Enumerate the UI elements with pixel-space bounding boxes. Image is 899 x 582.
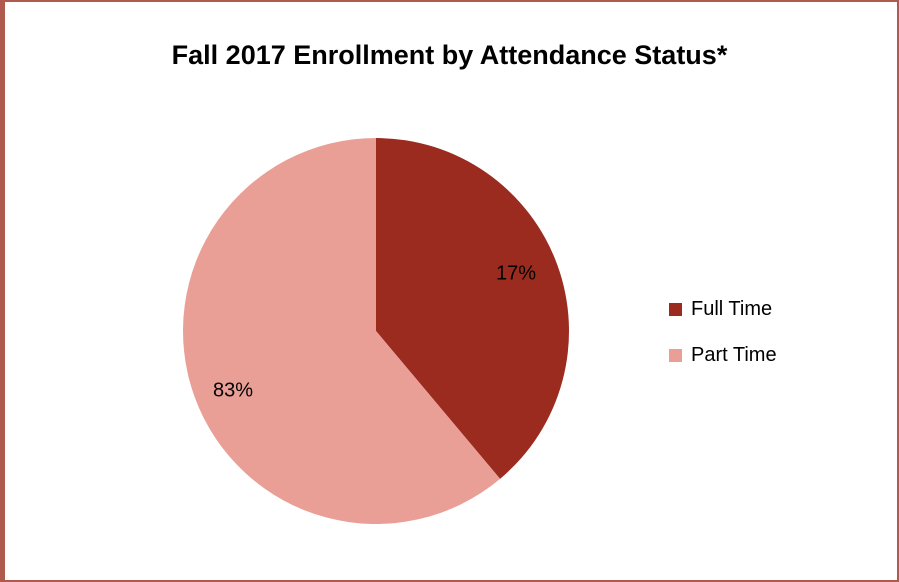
legend-swatch [669, 302, 682, 316]
legend-item-full-time: Full Time [669, 297, 777, 321]
legend-label: Full Time [691, 297, 773, 320]
data-label-part-time: 83% [213, 379, 253, 401]
legend-swatch [669, 348, 682, 362]
pie-slice-part-time [182, 138, 501, 525]
pie-labels: 17% 83% [213, 262, 536, 401]
legend: Full Time Part Time [669, 297, 777, 389]
legend-label: Part Time [691, 343, 777, 366]
data-label-full-time: 17% [496, 262, 536, 284]
chart-title: Fall 2017 Enrollment by Attendance Statu… [171, 40, 728, 70]
legend-item-part-time: Part Time [669, 343, 777, 367]
pie-slices [182, 138, 569, 525]
pie-slice-full-time [376, 138, 569, 479]
